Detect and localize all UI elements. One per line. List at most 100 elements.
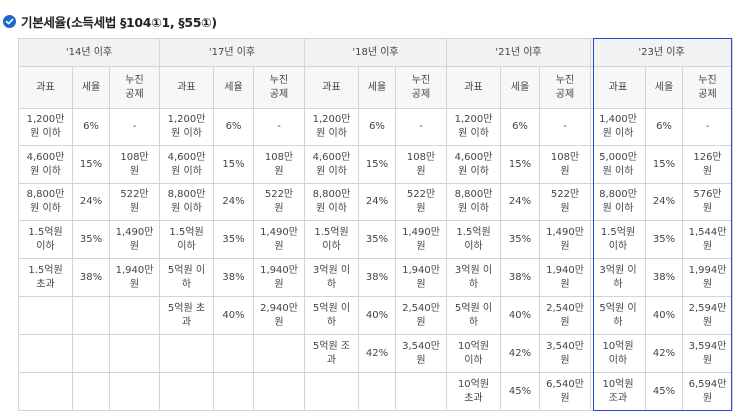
cell-base: 8,800만 원 이하 [304, 183, 359, 221]
cell-rate: 24% [645, 183, 683, 221]
cell-rate: 15% [213, 145, 254, 184]
table-row: 5억원 초 과 40% 2,940만 원 5억원 이 하 40% 2,540만 원 5억원 이 하 40… [18, 296, 733, 335]
cell-deduction: - [253, 108, 305, 146]
cell-deduction: 1,490만 원 [539, 220, 591, 259]
cell-rate: 15% [500, 145, 540, 184]
cell-deduction: 1,490만 원 [253, 220, 305, 259]
table-row: 8,800만 원 이하 24% 522만 원 8,800만 원 이하 24% 522만 원 8,80… [18, 183, 733, 221]
cell-base: 1,200만 원 이하 [159, 108, 214, 146]
check-circle-icon [3, 14, 16, 28]
cell-base: 4,600만 원 이하 [18, 145, 73, 184]
period-header: '23년 이후 [590, 38, 733, 67]
cell-deduction: 2,540만 원 [539, 296, 591, 335]
cell-base: 8,800만 원 이하 [590, 183, 646, 221]
cell-rate: 42% [645, 334, 683, 373]
cell-rate: 38% [213, 258, 254, 297]
cell-deduction: 1,490만 원 [395, 220, 447, 259]
cell-base: 1.5억원 이하 [159, 220, 214, 259]
cell-rate: 35% [645, 220, 683, 259]
cell-base: 10억원 이하 [590, 334, 646, 373]
cell-deduction: 1,940만 원 [539, 258, 591, 297]
empty-cell [72, 296, 110, 335]
cell-deduction: 1,940만 원 [253, 258, 305, 297]
cell-deduction: 2,940만 원 [253, 296, 305, 335]
cell-base: 1.5억원 이하 [446, 220, 501, 259]
cell-rate: 15% [645, 145, 683, 184]
cell-base: 5,000만 원 이하 [590, 145, 646, 184]
column-header-deduction: 누진 공제 [682, 66, 733, 109]
cell-rate: 6% [358, 108, 396, 146]
cell-rate: 35% [213, 220, 254, 259]
cell-rate: 38% [645, 258, 683, 297]
empty-cell [109, 372, 160, 411]
cell-deduction: - [539, 108, 591, 146]
empty-cell [253, 334, 305, 373]
empty-cell [72, 372, 110, 411]
cell-base: 1,200만 원 이하 [446, 108, 501, 146]
empty-cell [18, 372, 73, 411]
empty-cell [304, 372, 359, 411]
cell-rate: 15% [72, 145, 110, 184]
empty-cell [213, 334, 254, 373]
cell-rate: 15% [358, 145, 396, 184]
cell-base: 1,400만 원 이하 [590, 108, 646, 146]
period-header: '14년 이후 [18, 38, 160, 67]
empty-cell [72, 334, 110, 373]
cell-rate: 24% [500, 183, 540, 221]
column-header-deduction: 누진 공제 [253, 66, 305, 109]
empty-cell [213, 372, 254, 411]
cell-base: 8,800만 원 이하 [159, 183, 214, 221]
cell-base: 1.5억원 이하 [590, 220, 646, 259]
cell-base: 10억원 이하 [446, 334, 501, 373]
cell-rate: 24% [72, 183, 110, 221]
table-row: 5억원 조 과 42% 3,540만 원 10억원 이하 42% 3,540만 원 10억원 이하 42… [18, 334, 733, 373]
column-header-rate: 세율 [645, 66, 683, 109]
cell-rate: 35% [500, 220, 540, 259]
cell-rate: 40% [500, 296, 540, 335]
empty-cell [159, 334, 214, 373]
cell-rate: 42% [358, 334, 396, 373]
cell-rate: 35% [358, 220, 396, 259]
column-header-base: 과표 [18, 66, 73, 109]
empty-cell [253, 372, 305, 411]
cell-deduction: 1,490만 원 [109, 220, 160, 259]
cell-rate: 6% [72, 108, 110, 146]
empty-cell [18, 296, 73, 335]
column-header-base: 과표 [590, 66, 646, 109]
cell-deduction: 522만 원 [539, 183, 591, 221]
empty-cell [395, 372, 447, 411]
cell-rate: 24% [358, 183, 396, 221]
cell-deduction: 126만 원 [682, 145, 733, 184]
cell-rate: 38% [72, 258, 110, 297]
column-header-deduction: 누진 공제 [395, 66, 447, 109]
cell-rate: 38% [500, 258, 540, 297]
cell-rate: 40% [645, 296, 683, 335]
cell-deduction: 522만 원 [395, 183, 447, 221]
cell-deduction: - [682, 108, 733, 146]
column-header-rate: 세율 [72, 66, 110, 109]
tax-rate-table: '14년 이후 '17년 이후 '18년 이후 '21년 이후 '23년 이후 과표 세율 누… [18, 38, 733, 411]
period-header: '21년 이후 [446, 38, 591, 67]
table-row: 4,600만 원 이하 15% 108만 원 4,600만 원 이하 15% 108만 원 4,60… [18, 145, 733, 184]
column-header-deduction: 누진 공제 [539, 66, 591, 109]
page-title: 기본세율(소득세법 §104①1, §55①) [21, 14, 217, 30]
cell-deduction: 3,540만 원 [539, 334, 591, 373]
table-row: 10억원 초과 45% 6,540만 원 10억원 조과 45% 6,594만 원 [18, 372, 733, 411]
cell-rate: 45% [645, 372, 683, 411]
period-header: '18년 이후 [304, 38, 447, 67]
cell-deduction: 108만 원 [109, 145, 160, 184]
cell-rate: 40% [213, 296, 254, 335]
table-row: 1.5억원 이하 35% 1,490만 원 1.5억원 이하 35% 1,490만 원 1.5억원 이… [18, 220, 733, 259]
cell-rate: 38% [358, 258, 396, 297]
cell-deduction: 3,594만 원 [682, 334, 733, 373]
cell-deduction: - [395, 108, 447, 146]
cell-deduction: 108만 원 [539, 145, 591, 184]
cell-deduction: 108만 원 [253, 145, 305, 184]
